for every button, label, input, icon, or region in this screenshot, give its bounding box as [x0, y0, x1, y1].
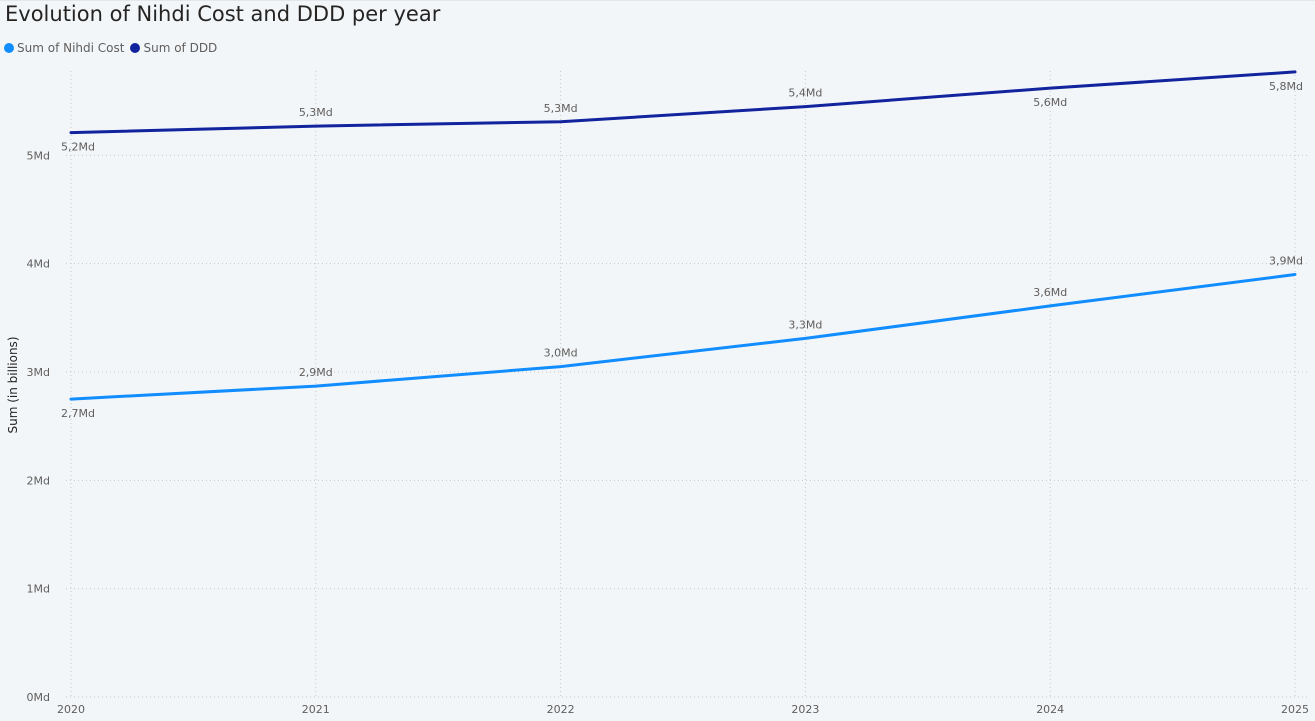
- data-point[interactable]: [1291, 271, 1299, 279]
- data-label: 5,8Md: [1269, 80, 1303, 93]
- x-tick-label: 2023: [791, 703, 819, 716]
- data-label: 3,0Md: [544, 347, 578, 360]
- data-point[interactable]: [1046, 302, 1054, 310]
- data-label: 5,3Md: [544, 102, 578, 115]
- y-tick-label: 2Md: [27, 474, 50, 487]
- data-label: 3,3Md: [788, 318, 822, 331]
- y-tick-label: 1Md: [27, 583, 50, 596]
- data-point[interactable]: [801, 334, 809, 342]
- x-tick-label: 2020: [57, 703, 85, 716]
- legend-label-nihdi-cost: Sum of Nihdi Cost: [17, 41, 125, 55]
- y-tick-label: 5Md: [27, 149, 50, 162]
- series-line-ddd[interactable]: [69, 70, 1297, 135]
- legend-label-ddd: Sum of DDD: [143, 41, 218, 55]
- data-point[interactable]: [1291, 68, 1299, 76]
- legend-item-nihdi-cost[interactable]: Sum of Nihdi Cost: [4, 41, 124, 55]
- data-point[interactable]: [557, 363, 565, 371]
- y-tick-label: 3Md: [27, 366, 50, 379]
- data-label: 5,4Md: [788, 87, 822, 100]
- x-tick-label: 2025: [1281, 703, 1309, 716]
- x-tick-label: 2024: [1036, 703, 1064, 716]
- y-tick-label: 0Md: [27, 691, 50, 704]
- data-point[interactable]: [67, 129, 75, 137]
- data-label: 2,7Md: [61, 407, 95, 420]
- series-line-nihdi-cost[interactable]: [69, 273, 1297, 401]
- legend-item-ddd[interactable]: Sum of DDD: [130, 41, 217, 55]
- data-point[interactable]: [1046, 84, 1054, 92]
- y-tick-label: 4Md: [27, 258, 50, 271]
- data-label: 2,9Md: [299, 366, 333, 379]
- data-point[interactable]: [801, 103, 809, 111]
- data-label: 3,6Md: [1033, 286, 1067, 299]
- data-label: 5,2Md: [61, 141, 95, 154]
- data-point[interactable]: [312, 382, 320, 390]
- data-point[interactable]: [312, 122, 320, 130]
- x-tick-label: 2022: [547, 703, 575, 716]
- legend: Sum of Nihdi Cost Sum of DDD: [4, 41, 223, 55]
- legend-marker-ddd: [130, 43, 141, 53]
- data-label: 5,3Md: [299, 106, 333, 119]
- y-axis-title: Sum (in billions): [6, 337, 20, 434]
- data-label: 3,9Md: [1269, 255, 1303, 268]
- chart-title: Evolution of Nihdi Cost and DDD per year: [5, 2, 441, 26]
- x-tick-label: 2021: [302, 703, 330, 716]
- data-label: 5,6Md: [1033, 96, 1067, 109]
- legend-marker-nihdi-cost: [4, 43, 14, 53]
- data-point[interactable]: [67, 395, 75, 403]
- data-point[interactable]: [557, 118, 565, 126]
